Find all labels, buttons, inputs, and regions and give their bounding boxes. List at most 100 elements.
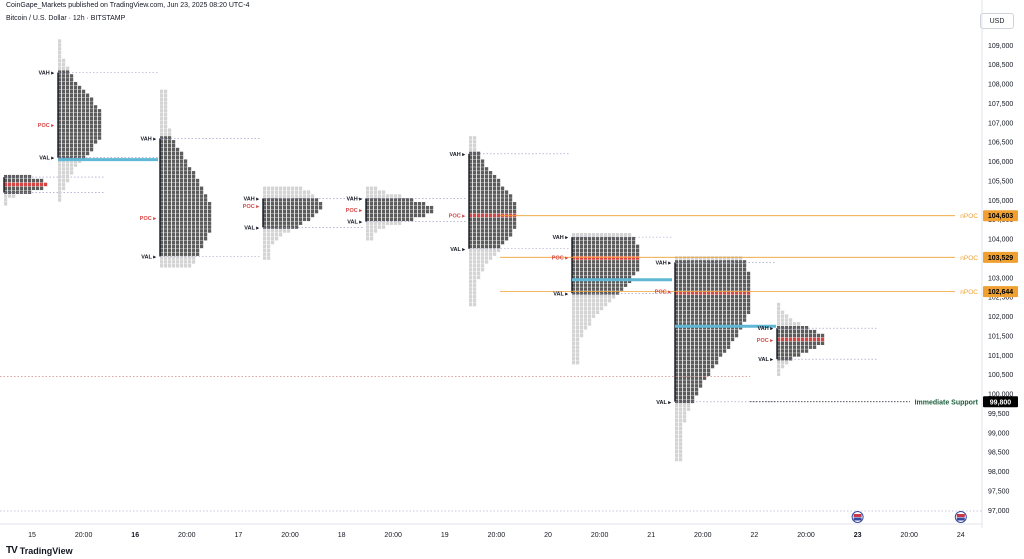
volume-profile-bar xyxy=(295,213,299,218)
volume-profile-bar xyxy=(74,89,78,94)
volume-profile-bar xyxy=(176,209,180,214)
volume-profile-bar xyxy=(513,221,517,225)
volume-profile-bar xyxy=(493,233,497,237)
volume-profile-bar xyxy=(176,252,180,256)
volume-profile-bar xyxy=(192,221,196,225)
volume-profile-bar xyxy=(584,256,588,260)
volume-profile-bar xyxy=(66,132,70,136)
volume-profile-bar xyxy=(493,182,497,187)
volume-profile-bar xyxy=(481,171,485,175)
npoc-badge-value: 104,603 xyxy=(988,213,1013,220)
volume-profile-bar xyxy=(176,236,180,241)
volume-profile-bar xyxy=(473,236,477,241)
volume-profile-bar xyxy=(801,337,805,342)
volume-profile-bar xyxy=(489,213,493,218)
volume-profile-bar xyxy=(715,345,719,349)
volume-profile-bar xyxy=(36,182,40,187)
volume-profile-bar xyxy=(612,244,616,249)
volume-profile-bar xyxy=(624,283,628,287)
volume-profile-bar xyxy=(588,306,592,311)
volume-profile-bar xyxy=(481,240,485,245)
volume-profile-bar xyxy=(785,326,789,330)
volume-profile-bar xyxy=(82,101,86,105)
volume-profile-bar xyxy=(74,97,78,101)
volume-profile-bar xyxy=(398,217,402,222)
volume-profile-bar xyxy=(493,205,497,210)
volume-profile-bar xyxy=(731,256,735,260)
volume-profile-bar xyxy=(580,240,584,245)
volume-profile-bar xyxy=(695,388,699,392)
volume-profile-bar xyxy=(604,256,608,260)
volume-profile-bar xyxy=(687,264,691,268)
volume-profile-bar xyxy=(204,233,208,237)
volume-profile-bar xyxy=(291,209,295,214)
volume-profile-bar xyxy=(624,248,628,253)
volume-profile-bar xyxy=(592,271,596,276)
volume-profile-bar xyxy=(785,345,789,349)
volume-profile-bar xyxy=(797,337,801,342)
volume-profile-bar xyxy=(596,306,600,311)
volume-profile-bar xyxy=(695,287,699,291)
volume-profile-bar xyxy=(279,217,283,222)
time-axis[interactable]: 15 20:00 16 20:00 17 20:00 18 20:00 19 20:00 20 20:… xyxy=(0,511,982,540)
volume-profile-bar xyxy=(303,202,307,206)
volume-profile-bar xyxy=(481,167,485,171)
volume-profile-bar xyxy=(469,298,473,303)
volume-profile-bar xyxy=(596,260,600,264)
volume-profile-bar xyxy=(624,244,628,249)
volume-profile-bar xyxy=(497,209,501,214)
volume-profile-bar xyxy=(469,256,473,260)
volume-profile-bar xyxy=(188,256,192,260)
volume-profile-bar xyxy=(707,310,711,315)
volume-profile-bar xyxy=(78,97,82,101)
volume-profile-bar xyxy=(580,310,584,315)
symbol-title[interactable]: Bitcoin / U.S. Dollar · 12h · BITSTAMP xyxy=(6,15,126,22)
volume-profile-bar xyxy=(172,264,176,268)
volume-profile-bar xyxy=(687,372,691,377)
volume-profile-bar xyxy=(66,159,70,163)
volume-profile-bar xyxy=(481,221,485,225)
poc-label: POC ▸ xyxy=(449,214,466,220)
volume-profile-bar xyxy=(287,217,291,222)
volume-profile-bar xyxy=(739,318,743,322)
volume-profile-bar xyxy=(604,275,608,280)
volume-profile-bar xyxy=(719,287,723,291)
volume-profile-bar xyxy=(805,337,809,342)
volume-profile-bar xyxy=(509,229,513,233)
volume-profile-bar xyxy=(192,198,196,202)
volume-profile-bar xyxy=(576,271,580,276)
volume-profile-bar xyxy=(789,341,793,346)
volume-profile-bar xyxy=(691,314,695,318)
volume-profile-bar xyxy=(481,217,485,222)
volume-profile-bar xyxy=(584,310,588,315)
time-tick-label: 15 xyxy=(28,532,36,539)
volume-profile-bar xyxy=(576,360,580,365)
volume-profile-bar xyxy=(295,221,299,225)
volume-profile-bar xyxy=(164,128,168,132)
volume-profile-bar xyxy=(469,302,473,307)
volume-profile-bar xyxy=(176,264,180,268)
volume-profile-bar xyxy=(481,236,485,241)
volume-profile-bar xyxy=(699,298,703,303)
volume-profile-bar xyxy=(620,240,624,245)
volume-profile-bar xyxy=(315,205,319,210)
volume-profile-bar xyxy=(180,205,184,210)
volume-profile-bar xyxy=(184,163,188,167)
volume-profile-bar xyxy=(715,349,719,353)
volume-profile-bar xyxy=(477,182,481,187)
volume-profile-bar xyxy=(374,225,378,229)
volume-profile-bar xyxy=(78,116,82,121)
volume-profile-bar xyxy=(473,291,477,295)
tradingview-logo[interactable]: TV TradingView xyxy=(6,545,73,556)
volume-profile-bar xyxy=(632,252,636,256)
volume-profile-bar xyxy=(707,360,711,365)
volume-profile-bar xyxy=(636,252,640,256)
volume-profile-bar xyxy=(370,213,374,218)
volume-profile-bar xyxy=(378,217,382,222)
price-axis[interactable]: 109,000108,500108,000107,500107,000106,5… xyxy=(981,0,1018,528)
currency-badge[interactable]: USD xyxy=(980,13,1014,29)
volume-profile-bar xyxy=(62,62,66,67)
volume-profile-bar xyxy=(691,295,695,299)
volume-profile-bar xyxy=(172,202,176,206)
